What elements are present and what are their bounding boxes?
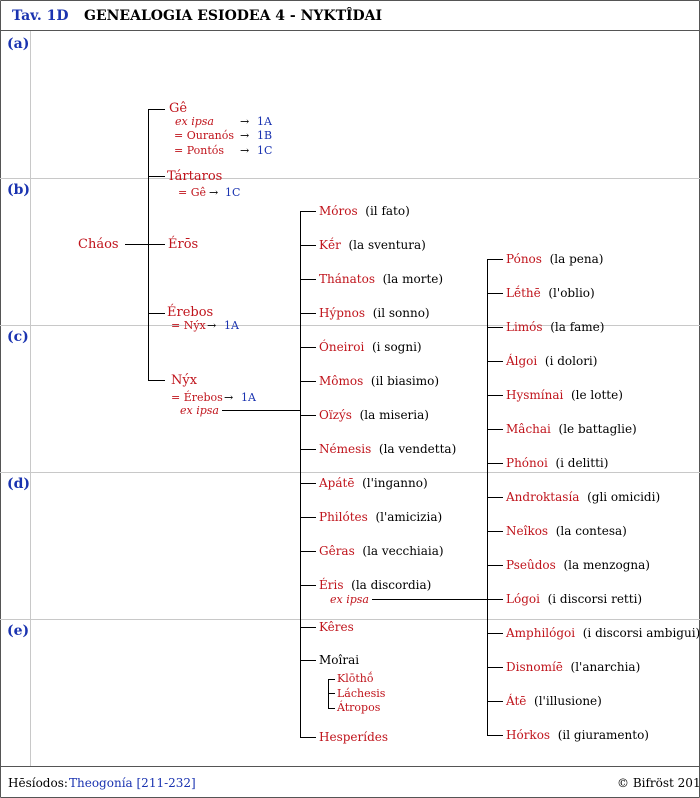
moira-name: Klōthṓ [337,672,374,685]
root-chaos: Cháos [78,237,119,252]
eris-ex-ipsa: ex ipsa [330,593,369,606]
node-eros: Érōs [168,237,199,252]
nyx-ref: 1A [241,391,256,404]
section-label-c: (c) [7,329,29,345]
page-title: GENEALOGIA ESIODEA 4 - NYKTÎDAI [84,8,383,24]
eris-child: Álgoi (i dolori) [506,354,598,368]
erebos-ref: 1A [224,319,239,332]
moira-name: Átropos [337,701,381,714]
ge-ex-ipsa: ex ipsa [175,115,214,128]
nyx-child: Philótes (l'amicizia) [319,510,443,524]
footer-copyright: © Bifröst 2011 [617,776,700,790]
eris-child: Amphilógoi (i discorsi ambigui) [506,626,700,640]
nyx-child: Móros (il fato) [319,204,410,218]
eris-child: Pseûdos (la menzogna) [506,558,650,572]
node-erebos: Érebos [167,305,214,320]
node-nyx: Nýx [171,373,198,388]
nyx-child: Apátē (l'inganno) [319,476,428,490]
arrow-icon: → [240,144,250,157]
nyx-ex-ipsa: ex ipsa [180,404,219,417]
ge-ex-ref: 1A [257,115,272,128]
nyx-child: Hýpnos (il sonno) [319,306,430,320]
node-ge: Gê [169,101,188,116]
nyx-child: Hesperídes [319,730,389,744]
eris-child: Androktasía (gli omicidi) [506,490,661,504]
eris-child: Hórkos (il giuramento) [506,728,649,742]
ge-ref-1c: 1C [257,144,273,157]
nyx-child: Thánatos (la morte) [319,272,444,286]
nyx-child: Kḗr (la sventura) [319,238,426,252]
footer-author: Hēsíodos: [8,776,68,790]
ge-spouse-pontos: = Pontós [174,144,225,157]
nyx-child: Oïzýs (la miseria) [319,408,429,422]
eris-child: Lḗthē (l'oblio) [506,286,595,300]
table-number: Tav. 1D [12,8,69,24]
eris-child: Phónoi (i delitti) [506,456,609,470]
nyx-child: Óneiroi (i sogni) [319,340,422,354]
arrow-icon: → [240,129,250,142]
eris-child: Hysmínai (le lotte) [506,388,623,402]
footer-source: Theogonía [211-232] [69,776,196,790]
arrow-icon: → [209,186,219,199]
eris-child: Pónos (la pena) [506,252,604,266]
tartaros-spouse: = Gê [178,186,207,199]
nyx-child: Gêras (la vecchiaia) [319,544,444,558]
nyx-spouse: = Érebos [171,391,223,404]
nyx-child: Éris (la discordia) [319,578,432,592]
section-label-a: (a) [7,36,30,52]
nyx-child: Némesis (la vendetta) [319,442,457,456]
nyx-child-moirai: Moîrai [319,653,360,667]
section-label-d: (d) [7,476,31,492]
tartaros-ref: 1C [225,186,241,199]
moira-name: Láchesis [337,687,386,700]
nyx-child: Mômos (il biasimo) [319,374,440,388]
eris-child: Lógoi (i discorsi retti) [506,592,643,606]
erebos-spouse: = Nýx [171,319,206,332]
eris-child: Átē (l'illusione) [506,694,602,708]
eris-child: Disnomíē (l'anarchia) [506,660,641,674]
arrow-icon: → [240,115,250,128]
section-label-e: (e) [7,623,30,639]
arrow-icon: → [224,391,234,404]
section-label-b: (b) [7,182,31,198]
node-tartaros: Tártaros [167,169,223,184]
arrow-icon: → [207,319,217,332]
eris-child: Neîkos (la contesa) [506,524,627,538]
nyx-child: Kêres [319,620,354,634]
eris-child: Mâchai (le battaglie) [506,422,637,436]
ge-ref-1b: 1B [257,129,273,142]
ge-spouse-ouranos: = Ouranós [174,129,234,142]
eris-child: Limós (la fame) [506,320,605,334]
